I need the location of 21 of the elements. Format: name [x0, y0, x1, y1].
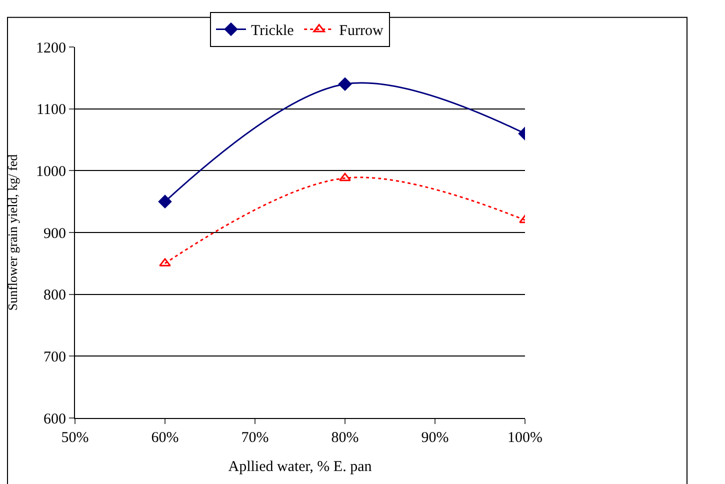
x-axis-title: Apllied water, % E. pan — [228, 459, 372, 475]
y-tick-label: 1100 — [36, 102, 66, 118]
point — [158, 194, 172, 208]
y-tick-label: 1000 — [36, 164, 66, 180]
x-tick-label: 50% — [61, 430, 89, 446]
x-tick-label: 100% — [508, 430, 542, 446]
y-tick-label: 800 — [44, 288, 66, 304]
point — [339, 172, 351, 182]
x-tick-label: 70% — [241, 430, 269, 446]
y-axis-title: Sunflower grain yield, kg/ fed — [4, 154, 20, 311]
legend-label: Trickle — [251, 23, 294, 40]
y-tick-label: 1200 — [36, 40, 66, 56]
x-tick-label: 90% — [421, 430, 449, 446]
x-tick-label: 80% — [331, 430, 359, 446]
point — [159, 258, 171, 266]
y-tick-label: 900 — [44, 226, 66, 242]
y-tick-label: 700 — [44, 349, 66, 366]
y-tick-label: 600 — [44, 411, 66, 428]
point — [338, 78, 352, 91]
legend-label: Furrow — [339, 23, 384, 40]
x-tick-label: 60% — [151, 430, 179, 446]
